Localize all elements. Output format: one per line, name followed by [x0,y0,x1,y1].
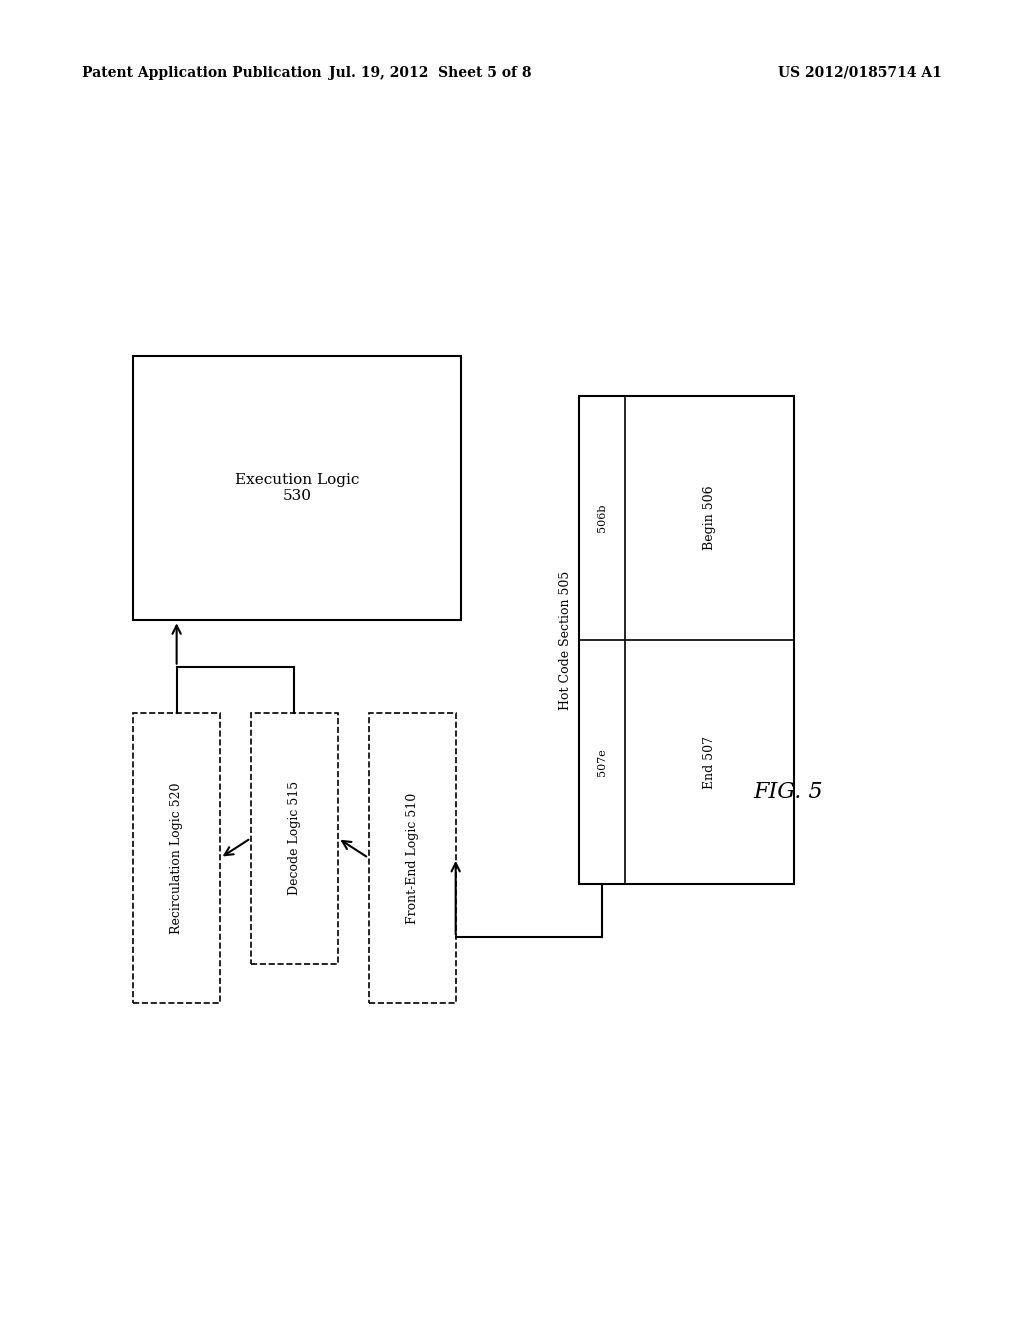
Text: Front-End Logic 510: Front-End Logic 510 [406,792,419,924]
Text: Jul. 19, 2012  Sheet 5 of 8: Jul. 19, 2012 Sheet 5 of 8 [329,66,531,79]
FancyBboxPatch shape [133,713,220,1003]
FancyBboxPatch shape [133,356,461,620]
FancyBboxPatch shape [251,713,338,964]
Text: FIG. 5: FIG. 5 [754,781,823,803]
FancyBboxPatch shape [369,713,456,1003]
Text: Execution Logic
530: Execution Logic 530 [234,474,359,503]
Text: Recirculation Logic 520: Recirculation Logic 520 [170,783,183,933]
FancyBboxPatch shape [579,396,794,884]
Text: End 507: End 507 [702,735,716,789]
Text: 507e: 507e [597,748,606,776]
Text: Decode Logic 515: Decode Logic 515 [288,781,301,895]
Text: Hot Code Section 505: Hot Code Section 505 [559,570,571,710]
Text: Begin 506: Begin 506 [702,486,716,550]
Text: Patent Application Publication: Patent Application Publication [82,66,322,79]
Text: 506b: 506b [597,504,606,532]
Text: US 2012/0185714 A1: US 2012/0185714 A1 [778,66,942,79]
